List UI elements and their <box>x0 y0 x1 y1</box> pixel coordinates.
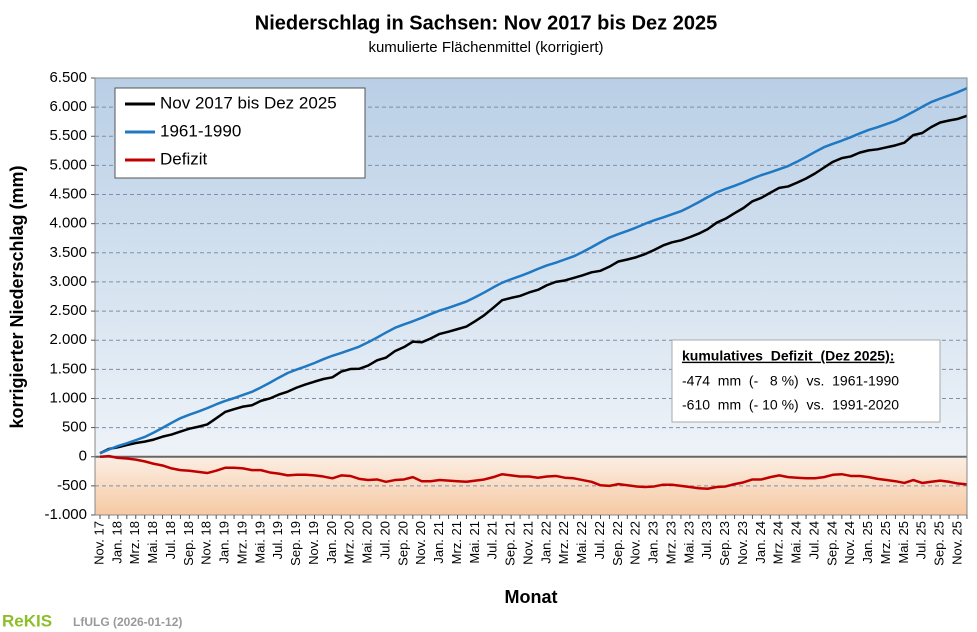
x-tick-label: Sep. 23 <box>717 521 732 566</box>
x-tick-label: Mrz. 18 <box>127 521 142 564</box>
y-tick-label: -1.000 <box>44 506 87 523</box>
x-tick-label: Mai. 23 <box>681 521 696 564</box>
footer-logo: ReKIS <box>2 611 52 630</box>
annotation-line: -610 mm (- 10 %) vs. 1991-2020 <box>682 397 899 413</box>
y-tick-label: 5.500 <box>49 127 87 144</box>
x-tick-label: Mrz. 19 <box>234 521 249 564</box>
x-tick-label: Jul. 18 <box>163 521 178 559</box>
x-tick-label: Nov. 19 <box>306 521 321 565</box>
annotation: kumulatives Defizit (Dez 2025): -474 mm … <box>671 339 941 423</box>
y-tick-label: -500 <box>57 477 87 494</box>
x-tick-label: Mrz. 20 <box>342 521 357 564</box>
y-tick-label: 2.000 <box>49 331 87 348</box>
x-tick-label: Nov. 23 <box>735 521 750 565</box>
chart-subtitle: kumulierte Flächenmittel (korrigiert) <box>368 39 603 56</box>
x-tick-label: Mrz. 25 <box>878 521 893 564</box>
series-line <box>99 87 968 455</box>
series-line <box>99 114 968 455</box>
x-tick-label: Jul. 23 <box>699 521 714 559</box>
x-tick-label: Jul. 25 <box>914 521 929 559</box>
x-tick-label: Nov. 22 <box>628 521 643 565</box>
legend-label: 1961-1990 <box>160 121 241 140</box>
y-tick-label: 4.000 <box>49 215 87 232</box>
y-axis-label: korrigierter Niederschlag (mm) <box>7 165 27 428</box>
x-tick-label: Mai. 21 <box>467 521 482 564</box>
x-tick-label: Mai. 24 <box>789 521 804 564</box>
x-tick-label: Nov. 21 <box>520 521 535 565</box>
x-tick-label: Jul. 20 <box>377 521 392 559</box>
x-tick-label: Sep. 19 <box>288 521 303 566</box>
x-tick-label: Sep. 22 <box>610 521 625 566</box>
annotation-line: -474 mm (- 8 %) vs. 1961-1990 <box>682 373 899 389</box>
x-tick-label: Sep. 18 <box>181 521 196 566</box>
x-tick-label: Nov. 17 <box>91 521 106 565</box>
x-tick-label: Jan. 18 <box>109 521 124 564</box>
series-line <box>99 454 968 491</box>
x-tick-label: Nov. 20 <box>413 521 428 565</box>
x-tick-label: Jan. 21 <box>431 521 446 564</box>
legend-box <box>114 87 366 179</box>
x-tick-label: Mai. 19 <box>252 521 267 564</box>
x-tick-label: Nov. 18 <box>199 521 214 565</box>
chart-title: Niederschlag in Sachsen: Nov 2017 bis De… <box>255 12 717 34</box>
x-tick-label: Jul. 22 <box>592 521 607 559</box>
x-tick-label: Mrz. 24 <box>771 521 786 564</box>
x-tick-label: Jan. 19 <box>217 521 232 564</box>
x-tick-label: Mai. 25 <box>896 521 911 564</box>
x-tick-label: Jan. 25 <box>860 521 875 564</box>
legend: Nov 2017 bis Dez 2025 1961-1990 Defizit <box>114 87 366 179</box>
x-tick-label: Mai. 22 <box>574 521 589 564</box>
x-tick-label: Nov. 25 <box>949 521 964 565</box>
x-tick-label: Jan. 22 <box>538 521 553 564</box>
annotation-box <box>671 339 941 423</box>
x-tick-label: Jan. 20 <box>324 521 339 564</box>
y-tick-label: 5.000 <box>49 156 87 173</box>
x-tick-label: Mai. 20 <box>360 521 375 564</box>
y-tick-label: 1.500 <box>49 360 87 377</box>
y-tick-label: 500 <box>62 419 87 436</box>
x-tick-label: Mrz. 23 <box>663 521 678 564</box>
annotation-title: kumulatives Defizit (Dez 2025): <box>682 348 894 364</box>
y-tick-label: 4.500 <box>49 186 87 203</box>
x-tick-label: Mrz. 22 <box>556 521 571 564</box>
x-tick-label: Sep. 21 <box>503 521 518 566</box>
y-tick-label: 0 <box>79 448 87 465</box>
x-tick-label: Sep. 24 <box>824 521 839 566</box>
x-axis-label: Monat <box>505 587 558 607</box>
x-tick-label: Jul. 24 <box>806 521 821 559</box>
x-tick-label: Jul. 19 <box>270 521 285 559</box>
legend-label: Defizit <box>160 149 208 168</box>
y-tick-label: 1.000 <box>49 389 87 406</box>
legend-label: Nov 2017 bis Dez 2025 <box>160 93 337 112</box>
y-tick-label: 3.500 <box>49 244 87 261</box>
x-tick-label: Nov. 24 <box>842 521 857 565</box>
x-tick-label: Jul. 21 <box>485 521 500 559</box>
y-tick-label: 6.500 <box>49 69 87 86</box>
footer-source: LfULG (2026-01-12) <box>73 615 182 629</box>
y-tick-label: 6.000 <box>49 98 87 115</box>
x-tick-label: Jan. 24 <box>753 521 768 564</box>
x-tick-label: Sep. 20 <box>395 521 410 566</box>
x-tick-label: Mrz. 21 <box>449 521 464 564</box>
x-tick-label: Jan. 23 <box>646 521 661 564</box>
plot-frame <box>94 77 968 516</box>
x-tick-label: Sep. 25 <box>932 521 947 566</box>
y-tick-label: 3.000 <box>49 273 87 290</box>
y-tick-label: 2.500 <box>49 302 87 319</box>
x-tick-label: Mai. 18 <box>145 521 160 564</box>
